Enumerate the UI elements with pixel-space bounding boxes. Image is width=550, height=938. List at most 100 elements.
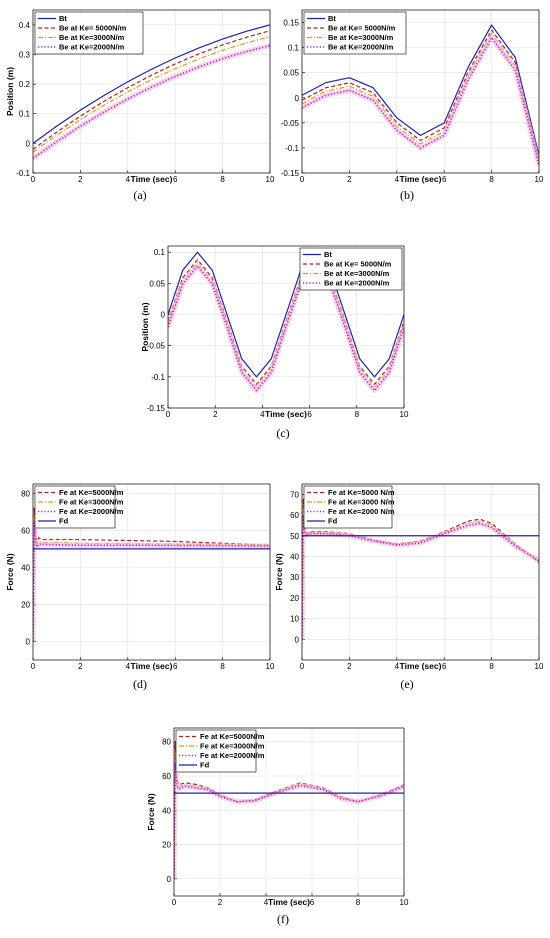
x-tick-label: 2: [213, 410, 218, 419]
y-tick-label: -0.05: [147, 342, 166, 351]
legend: Fe at Ke=5000N/mFe at Ke=3000N/mFe at Ke…: [34, 485, 124, 529]
x-axis-label: Time (sec): [265, 409, 307, 419]
x-tick-label: 6: [173, 662, 178, 671]
series-line-fe-at-ke-2000-n-m: [302, 514, 539, 640]
legend-entry: Be at Ke=3000N/m: [328, 33, 394, 42]
plot-frame: [32, 483, 271, 661]
legend-entry: Fd: [200, 761, 210, 770]
x-tick-label: 8: [489, 662, 494, 671]
legend-entry: Bt: [59, 14, 67, 23]
y-tick-label: 0.1: [154, 248, 166, 257]
chart-e: 0 2 4 6 8 10 0 10 20 30 40 50 60 70 Time (sec) Force (N…: [274, 483, 544, 691]
legend-entry: Fd: [328, 517, 338, 526]
series-line-be-at-ke-2000n-m: [33, 44, 270, 159]
y-tick-label: 0: [161, 311, 166, 320]
y-axis-label: Position (m): [140, 302, 150, 351]
panel-caption: (c): [276, 426, 289, 440]
y-tick-label: 0: [26, 637, 31, 646]
y-tick-label: -0.1: [151, 373, 165, 382]
panel-caption: (d): [133, 677, 147, 691]
y-tick-label: 20: [290, 594, 299, 603]
y-tick-label: 0: [26, 139, 31, 148]
plot-frame: [167, 245, 405, 409]
chart-d: 0 2 4 6 8 10 0 20 40 60 80 Time (sec) Force (N) Fe at…: [5, 483, 275, 691]
series-group: [168, 251, 404, 394]
x-tick-label: 2: [347, 662, 352, 671]
y-tick-label: 0.2: [19, 80, 31, 89]
x-axis-label: Time (sec): [131, 661, 173, 671]
y-tick-label: 60: [290, 511, 299, 520]
y-tick-label: 30: [290, 573, 299, 582]
y-tick-label: 60: [21, 526, 30, 535]
series-group: [33, 24, 270, 161]
y-tick-label: 0: [167, 875, 172, 884]
plot-frame: [301, 9, 540, 174]
y-tick-label: 0.1: [19, 110, 31, 119]
x-tick-label: 10: [400, 898, 409, 907]
y-tick-label: 40: [21, 563, 30, 572]
y-tick-label: -0.05: [281, 119, 300, 128]
x-tick-label: 6: [442, 662, 447, 671]
legend-entry: Fe at Ke=3000 N/m: [328, 498, 395, 507]
plot-frame: [173, 727, 405, 897]
y-axis-label: Force (N): [274, 553, 284, 590]
y-tick-label: 80: [21, 489, 30, 498]
x-tick-label: 8: [220, 662, 225, 671]
series-line-fe-at-ke-2000n-m: [174, 761, 404, 879]
y-tick-label: 0.3: [19, 50, 31, 59]
legend-entry: Bt: [324, 250, 332, 259]
y-tick-label: 0: [295, 635, 300, 644]
x-tick-label: 4: [260, 410, 265, 419]
x-tick-label: 0: [300, 662, 305, 671]
legend-entry: Be at Ke=2000N/m: [324, 279, 390, 288]
y-tick-label: 10: [290, 615, 299, 624]
x-tick-label: 2: [78, 662, 83, 671]
y-tick-label: 40: [290, 552, 299, 561]
legend-entry: Be at Ke=3000N/m: [324, 269, 390, 278]
y-tick-label: 0.05: [149, 279, 165, 288]
x-tick-label: 4: [126, 175, 131, 184]
x-tick-label: 10: [535, 662, 544, 671]
legend-entry: Be at Ke= 5000N/m: [324, 260, 392, 269]
series-line-bt: [168, 251, 404, 378]
y-tick-label: 0: [295, 94, 300, 103]
legend-entry: Fd: [59, 517, 69, 526]
x-tick-label: 0: [172, 898, 177, 907]
series-line-fe-at-ke-2000n-m: [33, 522, 270, 642]
y-tick-label: 60: [162, 772, 171, 781]
x-axis-label: Time (sec): [268, 897, 310, 907]
legend: Fe at Ke=5000 N/mFe at Ke=3000 N/mFe at …: [303, 485, 395, 529]
x-tick-label: 4: [126, 662, 131, 671]
x-tick-label: 6: [173, 175, 178, 184]
series-group: [33, 507, 270, 642]
y-tick-label: 0.15: [283, 19, 299, 28]
chart-f: 0 2 4 6 8 10 0 20 40 60 80 Time (sec) Force (N) Fe at…: [146, 727, 409, 926]
panel-caption: (f): [277, 912, 289, 926]
y-tick-label: -0.15: [147, 404, 166, 413]
x-tick-label: 6: [310, 898, 315, 907]
legend-entry: Be at Ke= 5000N/m: [328, 24, 396, 33]
x-tick-label: 6: [442, 175, 447, 184]
chart-c: 0 2 4 6 8 10 -0.15 -0.1 -0.05 0 0.05 0.1 Time (sec) P…: [140, 245, 409, 440]
legend-entry: Be at Ke=3000N/m: [59, 33, 125, 42]
series-line-be-at-ke-5000n-m: [302, 29, 539, 161]
legend-entry: Fe at Ke=5000N/m: [59, 488, 124, 497]
legend-entry: Fe at Ke=2000 N/m: [328, 507, 395, 516]
series-line-be-at-ke-2000n-m: [168, 265, 404, 392]
legend-entry: Be at Ke= 5000N/m: [59, 24, 127, 33]
legend-entry: Fe at Ke=5000 N/m: [328, 488, 395, 497]
legend-entry: Be at Ke=2000N/m: [59, 43, 125, 52]
x-tick-label: 0: [166, 410, 171, 419]
y-axis-label: Force (N): [146, 793, 156, 830]
x-tick-label: 4: [395, 662, 400, 671]
x-tick-label: 10: [400, 410, 409, 419]
y-tick-label: 20: [21, 600, 30, 609]
plot-frame: [32, 9, 271, 174]
x-tick-label: 2: [218, 898, 223, 907]
series-group: [174, 741, 404, 879]
panel-caption: (e): [400, 677, 413, 691]
plot-frame: [301, 483, 540, 661]
x-tick-label: 4: [264, 898, 269, 907]
